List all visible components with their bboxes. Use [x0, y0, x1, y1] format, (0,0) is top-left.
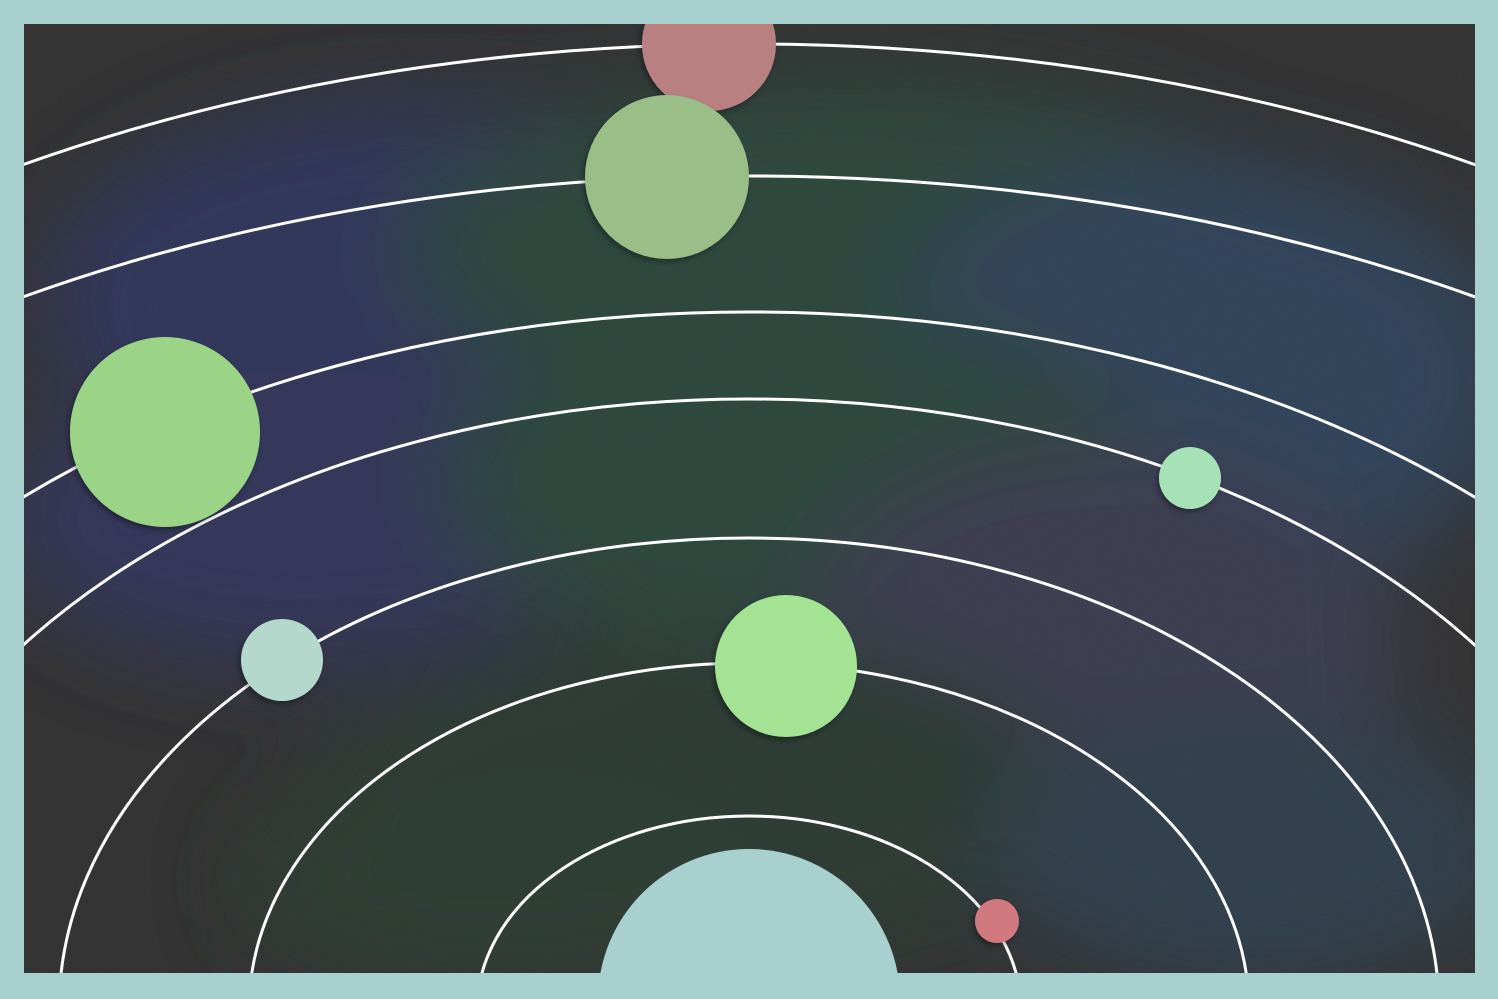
planet-mint-small [1159, 447, 1221, 509]
planet-sage-top [585, 95, 749, 259]
planet-green-large [70, 337, 260, 527]
planet-green-mid [715, 595, 857, 737]
grain-overlay [24, 24, 1475, 973]
planet-pale [241, 619, 323, 701]
solar-system-illustration [24, 24, 1475, 973]
space-canvas [24, 24, 1475, 973]
planet-red-small [975, 899, 1019, 943]
